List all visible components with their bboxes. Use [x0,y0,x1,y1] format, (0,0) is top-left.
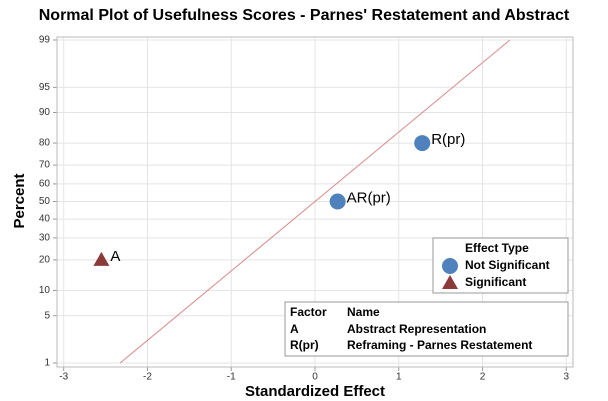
fit-line [119,39,511,364]
y-tick-label: 10 [39,285,51,296]
table-cell: Abstract Representation [347,322,486,336]
y-tick-label: 20 [39,255,51,266]
data-point [93,251,110,266]
plot-frame [56,36,574,368]
point-label: AR(pr) [347,189,391,206]
y-tick-label: 95 [39,82,51,93]
y-tick-label: 99 [39,35,51,46]
table-cell: R(pr) [290,338,319,352]
factor-table [284,301,569,357]
x-tick-label: -3 [59,372,68,383]
x-tick-label: 3 [564,372,570,383]
x-tick-label: -2 [143,372,152,383]
point-label: R(pr) [431,131,465,148]
legend-title: Effect Type [465,241,529,255]
table-header: Factor [290,305,327,319]
y-tick-label: 1 [44,358,50,369]
data-point [414,135,431,152]
y-tick-label: 50 [39,196,51,207]
legend-label: Significant [465,275,526,289]
data-point [329,193,346,210]
table-cell: Reframing - Parnes Restatement [347,338,532,352]
y-tick-label: 60 [39,179,51,190]
chart-title: Normal Plot of Usefulness Scores - Parne… [39,7,570,24]
y-tick-label: 90 [39,107,51,118]
point-label: A [110,248,120,265]
x-tick-label: 1 [396,372,402,383]
y-tick-label: 30 [39,233,51,244]
y-axis-label: Percent [11,173,28,228]
table-cell: A [290,322,299,336]
legend-label: Not Significant [465,258,550,272]
legend-marker [442,258,458,274]
x-axis-label: Standardized Effect [245,383,385,400]
x-tick-label: 2 [480,372,486,383]
y-tick-label: 40 [39,214,51,225]
y-tick-label: 70 [39,160,51,171]
table-header: Name [347,305,380,319]
y-tick-label: 5 [44,310,50,321]
legend-marker [442,275,458,289]
y-tick-label: 80 [39,138,51,149]
x-tick-label: -1 [227,372,236,383]
x-tick-label: 0 [312,372,318,383]
